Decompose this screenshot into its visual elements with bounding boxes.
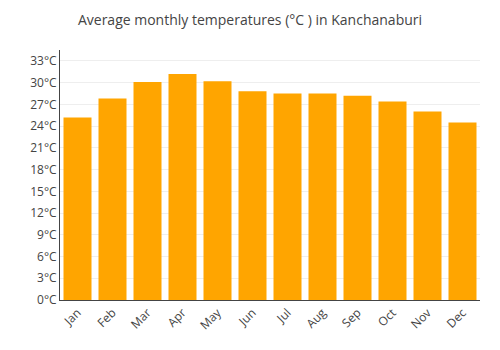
- svg-text:15°C: 15°C: [30, 183, 57, 200]
- svg-text:Nov: Nov: [407, 304, 435, 332]
- svg-text:0°C: 0°C: [37, 291, 57, 308]
- svg-text:Oct: Oct: [374, 304, 400, 330]
- svg-text:Aug: Aug: [302, 304, 330, 332]
- svg-text:Sep: Sep: [338, 304, 365, 331]
- svg-text:Jul: Jul: [272, 304, 294, 326]
- svg-text:33°C: 33°C: [30, 52, 57, 69]
- svg-text:Feb: Feb: [93, 304, 119, 330]
- svg-text:Apr: Apr: [164, 304, 190, 330]
- svg-text:3°C: 3°C: [37, 269, 57, 286]
- svg-text:9°C: 9°C: [37, 226, 57, 243]
- svg-text:18°C: 18°C: [30, 161, 57, 178]
- svg-text:Jun: Jun: [234, 304, 259, 329]
- svg-text:24°C: 24°C: [30, 117, 57, 134]
- svg-text:Average monthly temperatures (: Average monthly temperatures (°C ) in Ka…: [78, 10, 422, 29]
- svg-text:12°C: 12°C: [30, 204, 57, 221]
- svg-text:21°C: 21°C: [30, 139, 57, 156]
- svg-text:6°C: 6°C: [37, 248, 57, 265]
- svg-text:Dec: Dec: [443, 304, 470, 331]
- svg-text:30°C: 30°C: [30, 74, 57, 91]
- svg-text:Mar: Mar: [127, 304, 155, 332]
- svg-text:Jan: Jan: [60, 304, 85, 329]
- svg-text:May: May: [196, 304, 225, 333]
- svg-text:27°C: 27°C: [30, 96, 57, 113]
